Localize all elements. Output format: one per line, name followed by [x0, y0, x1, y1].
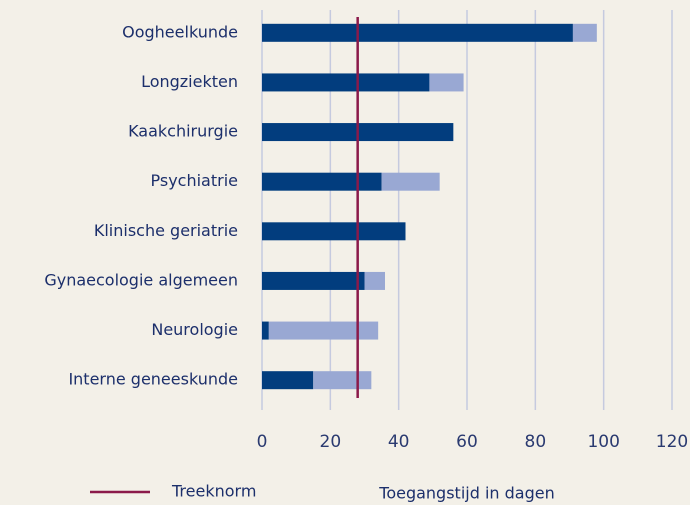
- y-tick-label: Longziekten: [141, 72, 238, 91]
- y-tick-label: Interne geneeskunde: [68, 370, 238, 389]
- x-tick-label: 20: [320, 432, 342, 452]
- bar-segment: [262, 23, 573, 42]
- y-tick-label: Klinische geriatrie: [94, 221, 238, 240]
- y-tick-label: Neurologie: [151, 320, 238, 339]
- x-tick-label: 0: [257, 432, 268, 452]
- x-tick-label: 100: [587, 432, 619, 452]
- bar-segment: [262, 222, 406, 241]
- bar-segment: [572, 23, 597, 42]
- bar-segment: [262, 371, 314, 390]
- x-tick-label: 80: [525, 432, 547, 452]
- bar-segment: [364, 271, 385, 290]
- legend-label: Treeknorm: [171, 482, 256, 501]
- bar-segment: [381, 172, 440, 191]
- bar-segment: [262, 271, 365, 290]
- bar-segment: [313, 371, 372, 390]
- x-tick-label: 60: [456, 432, 478, 452]
- bar-segment: [262, 73, 430, 92]
- bar-segment: [262, 321, 269, 340]
- bar-segment: [429, 73, 464, 92]
- y-tick-label: Oogheelkunde: [122, 22, 238, 41]
- bar-segment: [262, 172, 382, 191]
- bar-segment: [268, 321, 379, 340]
- y-tick-label: Kaakchirurgie: [128, 122, 238, 141]
- y-tick-label: Gynaecologie algemeen: [44, 270, 238, 289]
- x-tick-label: 40: [388, 432, 410, 452]
- x-tick-label: 120: [656, 432, 688, 452]
- x-axis-label: Toegangstijd in dagen: [378, 484, 554, 503]
- y-tick-label: Psychiatrie: [151, 171, 239, 190]
